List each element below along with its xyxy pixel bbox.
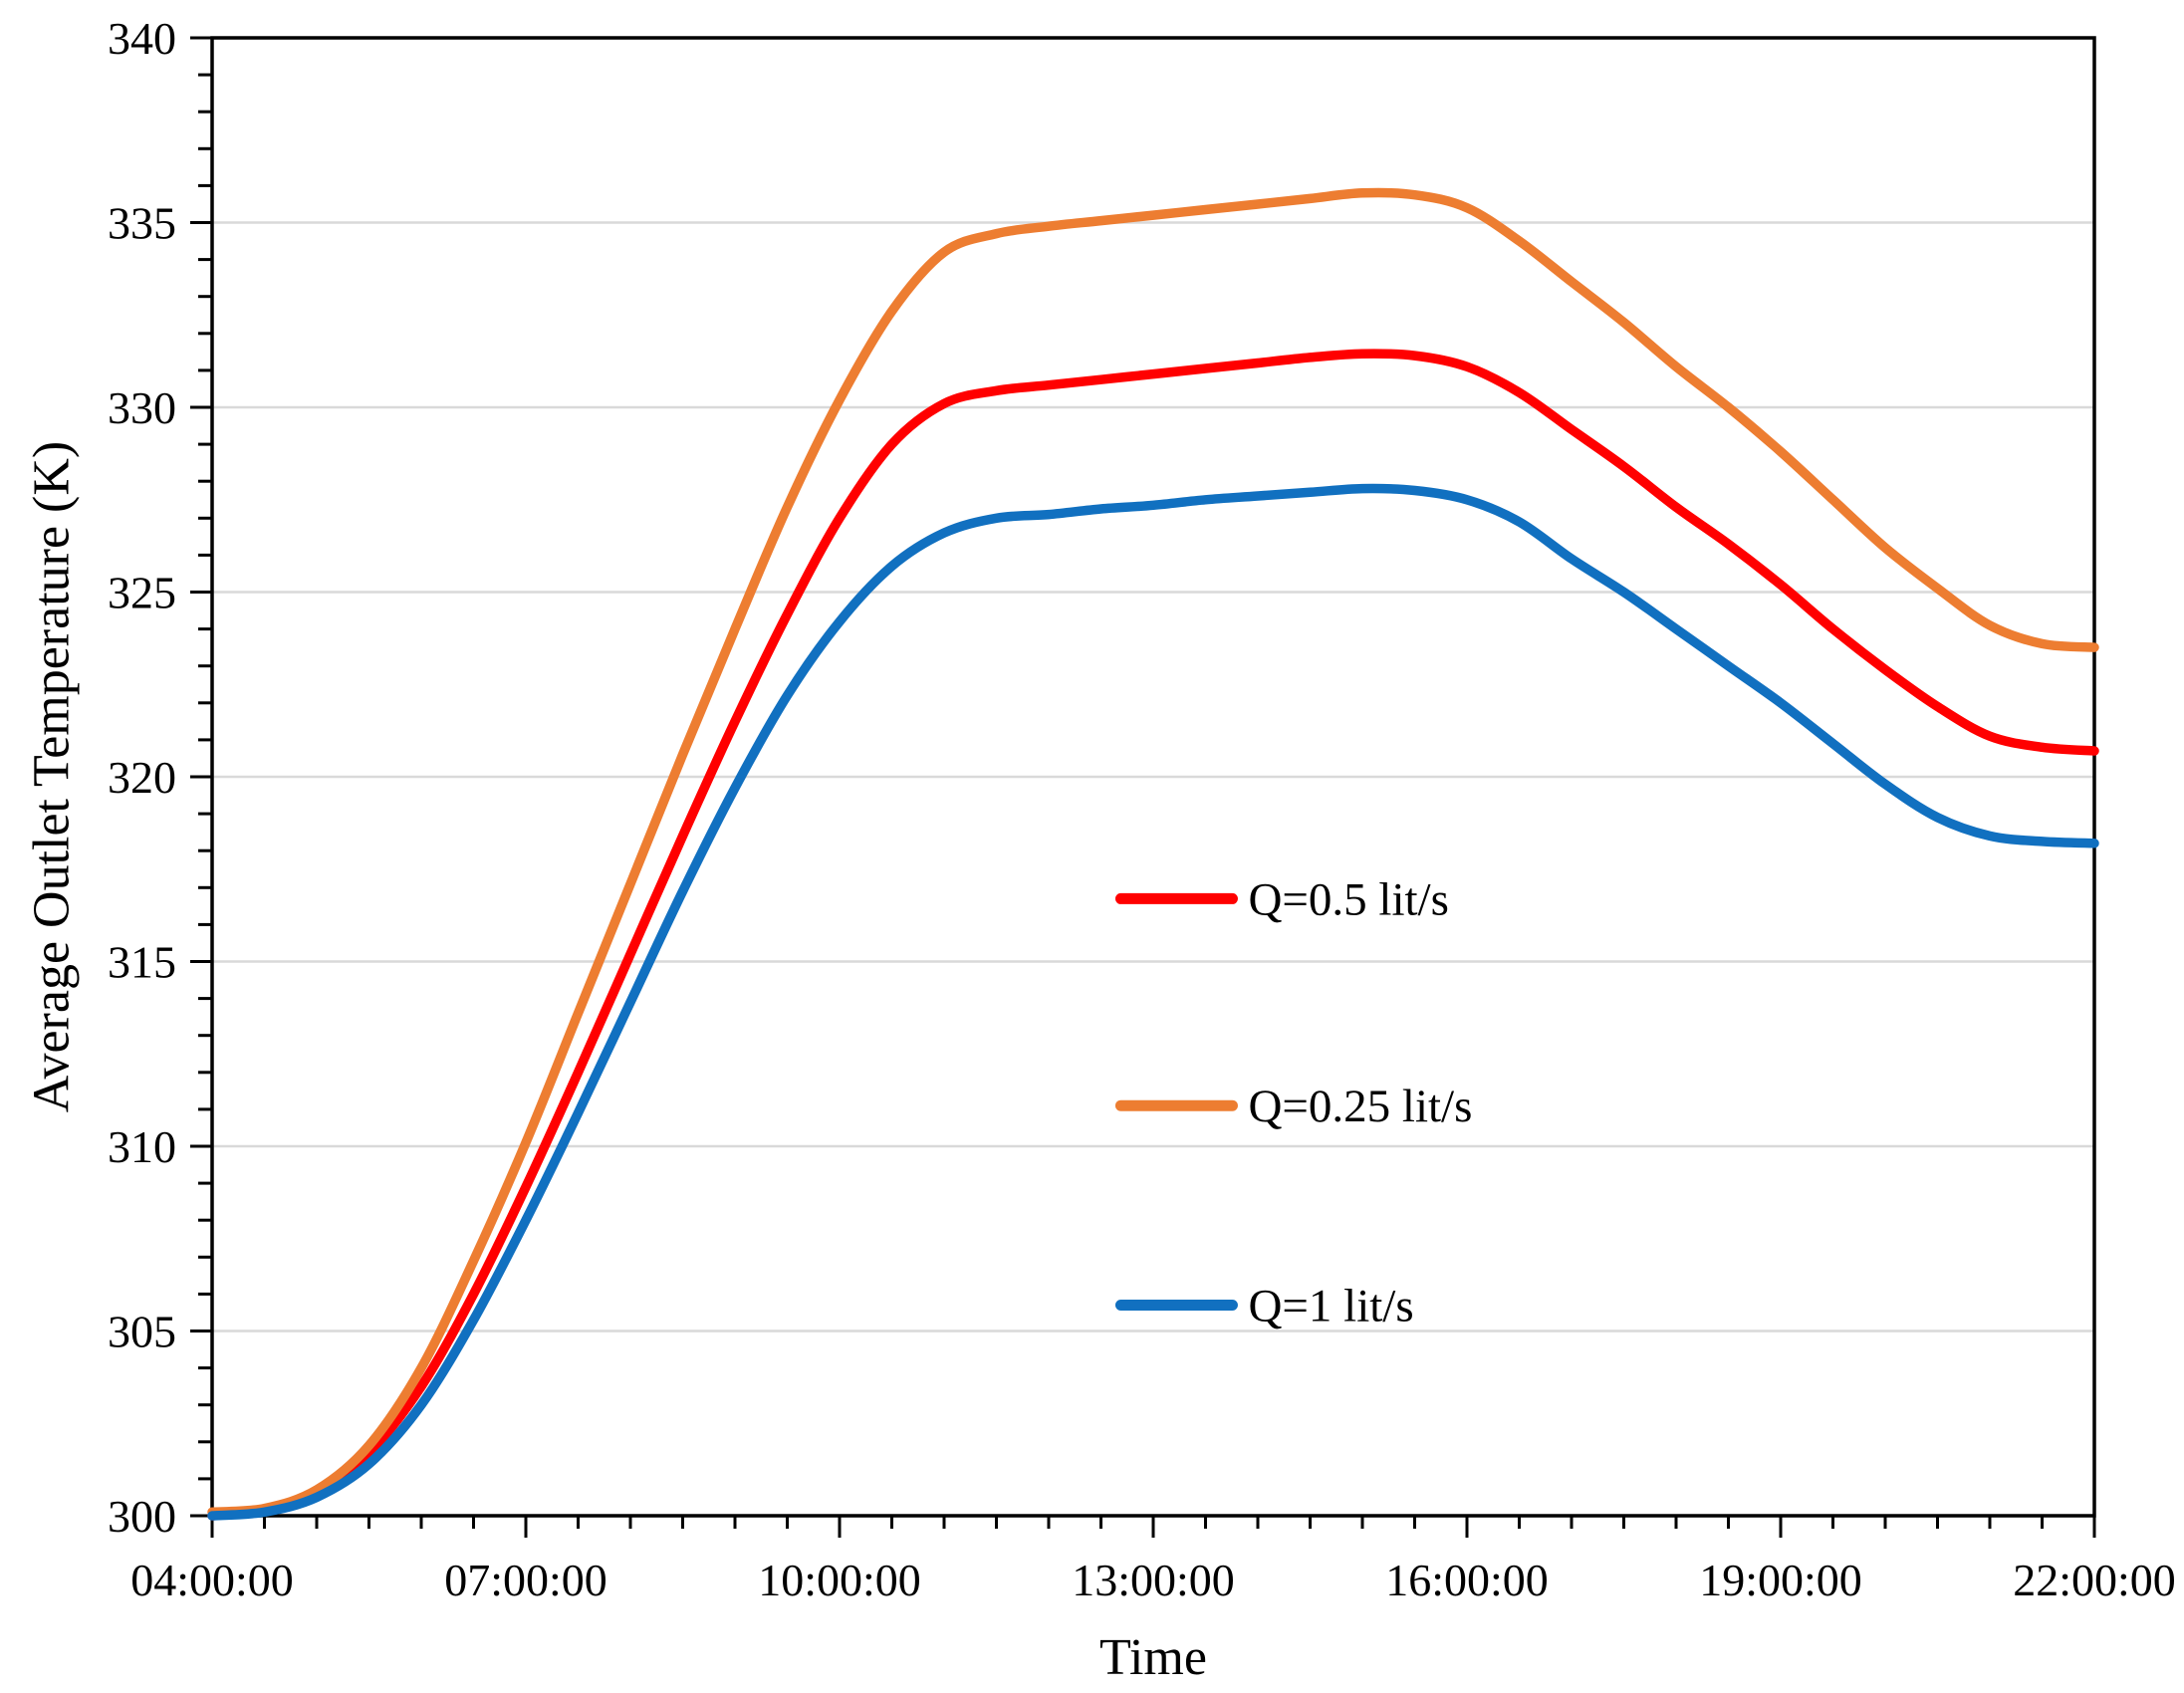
x-tick-label-04:00:00: 04:00:00 [130,1555,294,1605]
x-tick-label-13:00:00: 13:00:00 [1072,1555,1235,1605]
x-tick-label-07:00:00: 07:00:00 [444,1555,607,1605]
legend-label-q-0-25-lit-s: Q=0.25 lit/s [1248,1081,1472,1132]
y-tick-label-335: 335 [108,198,176,249]
y-tick-label-325: 325 [108,568,176,618]
y-tick-label-330: 330 [108,382,176,433]
legend-label-q-1-lit-s: Q=1 lit/s [1248,1281,1413,1332]
y-tick-label-315: 315 [108,937,176,988]
y-tick-label-340: 340 [108,13,176,64]
y-tick-label-310: 310 [108,1121,176,1172]
y-tick-label-300: 300 [108,1491,176,1542]
x-tick-label-16:00:00: 16:00:00 [1385,1555,1549,1605]
y-axis-title: Average Outlet Temperature (K) [23,440,81,1113]
series-line-q-0-5-lit-s [207,349,2099,1521]
x-axis-title: Time [1099,1629,1207,1686]
x-tick-label-22:00:00: 22:00:00 [2013,1555,2176,1605]
x-tick-label-19:00:00: 19:00:00 [1699,1555,1862,1605]
series-line-q-1-lit-s [207,483,2099,1521]
y-tick-label-305: 305 [108,1307,176,1357]
x-tick-label-10:00:00: 10:00:00 [758,1555,921,1605]
legend-label-q-0-5-lit-s: Q=0.5 lit/s [1248,873,1448,925]
y-tick-label-320: 320 [108,752,176,803]
series-line-q-0-25-lit-s [207,187,2099,1518]
